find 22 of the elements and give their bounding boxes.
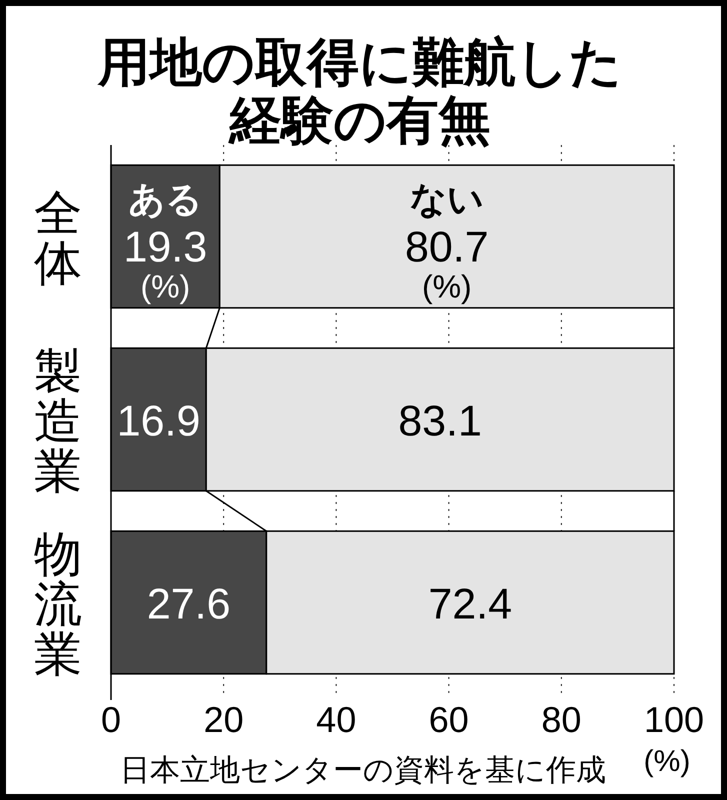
- y-tick-label: 製造業: [34, 346, 82, 498]
- y-tick-label: 全体: [34, 188, 82, 290]
- x-tick-label: 80: [541, 699, 582, 740]
- x-tick-label: 40: [316, 699, 356, 740]
- data-label: 19.3: [123, 224, 208, 272]
- series-label: ない: [410, 178, 484, 220]
- x-tick-label: 20: [204, 699, 244, 740]
- annotation: (%): [422, 268, 472, 304]
- x-axis-title: (%): [644, 745, 690, 778]
- chart-title: 用地の取得に難航した経験の有無: [97, 34, 622, 150]
- x-tick-label: 0: [100, 699, 122, 740]
- data-label: 27.6: [146, 580, 231, 628]
- x-tick-label: 100: [644, 699, 704, 740]
- annotation: (%): [140, 268, 190, 304]
- y-tick-label: 物流業: [34, 528, 82, 682]
- series-label: ある: [128, 178, 202, 220]
- data-label: 72.4: [428, 580, 512, 628]
- data-label: 83.1: [398, 398, 482, 446]
- data-label: 16.9: [116, 398, 200, 446]
- data-label: 80.7: [404, 224, 489, 272]
- text: 日本立地センターの資料を基に作成: [120, 754, 606, 787]
- x-tick-label: 60: [428, 699, 469, 740]
